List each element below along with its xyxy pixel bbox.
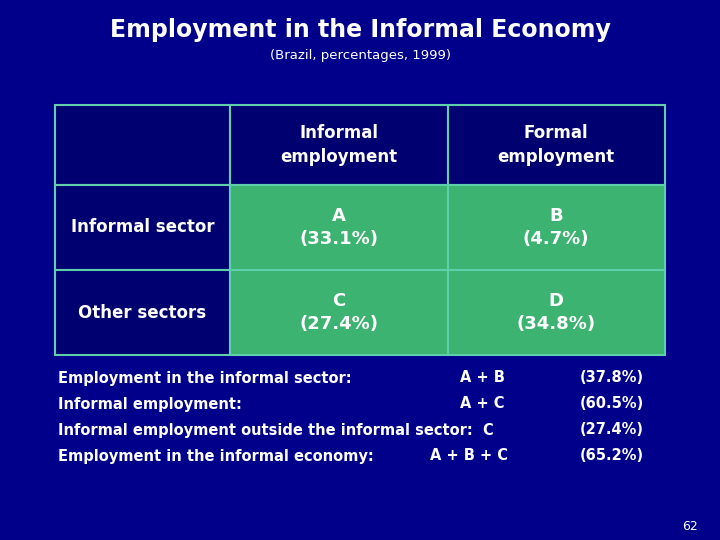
Bar — [55, 105, 230, 185]
Text: A
(33.1%): A (33.1%) — [300, 207, 378, 248]
Text: (Brazil, percentages, 1999): (Brazil, percentages, 1999) — [269, 49, 451, 62]
Text: Employment in the informal sector:: Employment in the informal sector: — [58, 370, 351, 386]
Text: (27.4%): (27.4%) — [580, 422, 644, 437]
Text: A + C: A + C — [460, 396, 505, 411]
Text: C
(27.4%): C (27.4%) — [300, 292, 378, 333]
Bar — [230, 270, 448, 355]
Text: Other sectors: Other sectors — [78, 303, 207, 321]
Text: B
(4.7%): B (4.7%) — [523, 207, 590, 248]
Bar — [448, 185, 665, 270]
Text: A + B: A + B — [460, 370, 505, 386]
Text: (60.5%): (60.5%) — [580, 396, 644, 411]
Bar — [448, 105, 665, 185]
Text: Informal
employment: Informal employment — [280, 124, 397, 166]
Text: (37.8%): (37.8%) — [580, 370, 644, 386]
Text: (65.2%): (65.2%) — [580, 449, 644, 463]
Text: A + B + C: A + B + C — [430, 449, 508, 463]
Bar — [230, 185, 448, 270]
Bar — [55, 185, 230, 270]
Text: Informal sector: Informal sector — [71, 219, 215, 237]
Text: Informal employment:: Informal employment: — [58, 396, 242, 411]
Text: Employment in the informal economy:: Employment in the informal economy: — [58, 449, 374, 463]
Bar — [230, 105, 448, 185]
Text: Formal
employment: Formal employment — [498, 124, 615, 166]
Text: D
(34.8%): D (34.8%) — [517, 292, 596, 333]
Text: 62: 62 — [682, 519, 698, 532]
Text: Employment in the Informal Economy: Employment in the Informal Economy — [109, 18, 611, 42]
Bar — [448, 270, 665, 355]
Text: Informal employment outside the informal sector:  C: Informal employment outside the informal… — [58, 422, 494, 437]
Bar — [55, 270, 230, 355]
